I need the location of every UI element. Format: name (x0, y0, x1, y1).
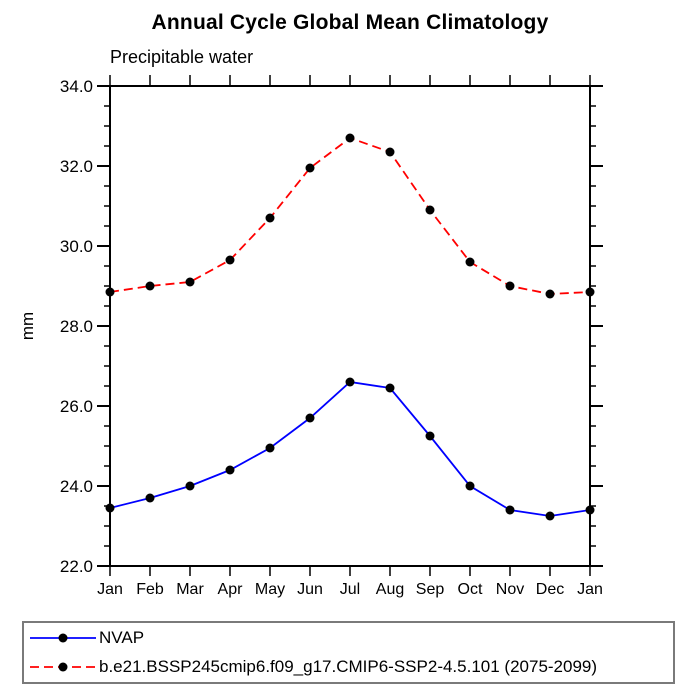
svg-text:24.0: 24.0 (60, 477, 93, 496)
legend-label-nvap: NVAP (99, 628, 145, 648)
svg-text:Jul: Jul (340, 581, 360, 598)
model-line-swatch (30, 662, 96, 672)
legend-label-model: b.e21.BSSP245cmip6.f09_g17.CMIP6-SSP2-4.… (99, 656, 598, 676)
chart-title: Annual Cycle Global Mean Climatology (151, 11, 549, 34)
legend-item-nvap: NVAP (24, 625, 673, 651)
svg-text:Aug: Aug (376, 581, 404, 598)
svg-text:34.0: 34.0 (60, 77, 93, 96)
plot-canvas: 22.0 24.0 26.0 28.0 30.0 32.0 34.0 Jan Feb Mar Apr… (60, 75, 603, 598)
svg-text:Jan: Jan (577, 581, 603, 598)
svg-text:30.0: 30.0 (60, 237, 93, 256)
svg-text:22.0: 22.0 (60, 557, 93, 576)
svg-text:Mar: Mar (176, 581, 204, 598)
svg-text:32.0: 32.0 (60, 157, 93, 176)
nvap-line-swatch (30, 633, 96, 643)
svg-text:May: May (255, 581, 285, 598)
svg-text:26.0: 26.0 (60, 397, 93, 416)
svg-text:Sep: Sep (416, 581, 445, 598)
svg-text:Apr: Apr (218, 581, 244, 598)
svg-text:Jan: Jan (97, 581, 123, 598)
legend-item-model: b.e21.BSSP245cmip6.f09_g17.CMIP6-SSP2-4.… (24, 654, 673, 680)
svg-text:Jun: Jun (297, 581, 323, 598)
svg-text:Nov: Nov (496, 581, 524, 598)
legend-box: NVAP b.e21.BSSP245cmip6.f09_g17.CMIP6-SS… (22, 621, 675, 684)
svg-text:28.0: 28.0 (60, 317, 93, 336)
svg-text:Oct: Oct (458, 581, 483, 598)
svg-text:Dec: Dec (536, 581, 564, 598)
svg-text:Feb: Feb (136, 581, 164, 598)
chart-subtitle: Precipitable water (110, 47, 254, 67)
